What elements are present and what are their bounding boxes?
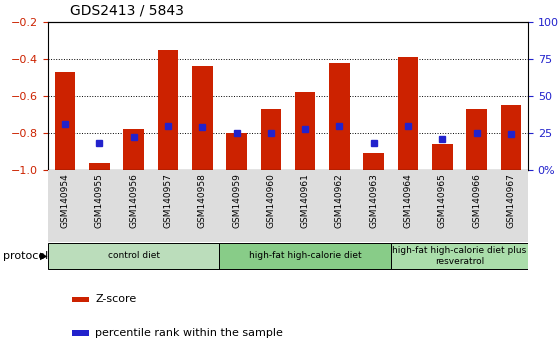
Text: GSM140958: GSM140958 [198,173,207,228]
Bar [295,92,315,170]
Text: high-fat high-calorie diet plus
resveratrol: high-fat high-calorie diet plus resverat… [392,246,527,266]
Text: GSM140965: GSM140965 [438,173,447,228]
Text: GSM140957: GSM140957 [163,173,172,228]
Text: GSM140956: GSM140956 [129,173,138,228]
Text: Z-score: Z-score [95,295,136,304]
Bar [89,162,110,170]
Text: ▶: ▶ [40,251,47,261]
Text: GSM140962: GSM140962 [335,173,344,228]
Bar [55,72,75,170]
Bar [432,144,453,170]
Bar [466,109,487,170]
Bar [192,67,213,170]
Bar [363,153,384,170]
Bar [329,63,350,170]
Text: GSM140954: GSM140954 [61,173,70,228]
Text: GSM140963: GSM140963 [369,173,378,228]
Text: GSM140966: GSM140966 [472,173,481,228]
Text: high-fat high-calorie diet: high-fat high-calorie diet [249,251,362,261]
Text: control diet: control diet [108,251,160,261]
Bar [48,242,219,269]
Text: GSM140960: GSM140960 [266,173,275,228]
Text: GSM140959: GSM140959 [232,173,241,228]
Text: protocol: protocol [3,251,48,261]
Bar [123,129,144,170]
Text: GSM140964: GSM140964 [403,173,412,228]
Bar [501,105,521,170]
Text: GDS2413 / 5843: GDS2413 / 5843 [70,4,184,18]
Bar [398,57,418,170]
Bar [72,297,89,302]
Text: GSM140955: GSM140955 [95,173,104,228]
Bar [158,50,179,170]
Text: GSM140967: GSM140967 [506,173,516,228]
Text: GSM140961: GSM140961 [301,173,310,228]
Bar [227,133,247,170]
Bar [391,242,528,269]
Bar [72,331,89,336]
Bar [261,109,281,170]
Text: percentile rank within the sample: percentile rank within the sample [95,328,283,338]
Bar [219,242,391,269]
